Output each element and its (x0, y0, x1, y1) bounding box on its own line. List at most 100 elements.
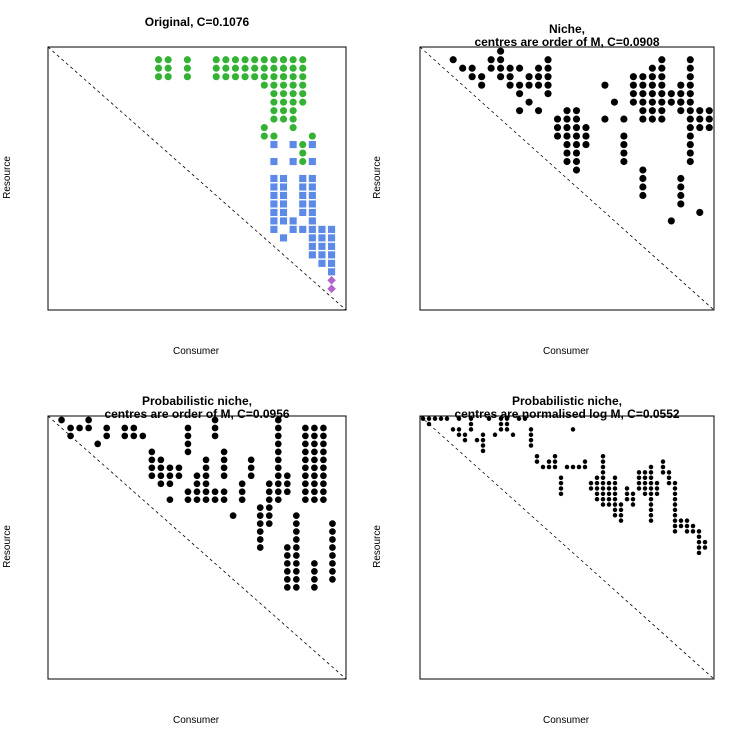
data-point (690, 523, 696, 529)
data-point (289, 81, 297, 89)
data-point (553, 124, 562, 132)
data-point (121, 424, 129, 432)
diagonal-line (47, 415, 347, 680)
plot-frame (47, 46, 347, 311)
data-point (696, 539, 702, 545)
data-point (279, 115, 288, 123)
data-point (299, 141, 307, 149)
data-point (478, 73, 486, 81)
x-axis-label: Consumer (173, 346, 220, 357)
data-point (666, 470, 672, 475)
data-point (534, 81, 543, 89)
data-point (564, 464, 570, 470)
data-point (658, 107, 666, 115)
data-point (231, 64, 240, 72)
data-point (594, 496, 600, 502)
data-point (299, 225, 307, 233)
data-point (639, 166, 647, 174)
data-point (506, 81, 514, 89)
data-point (639, 115, 647, 123)
data-point (299, 56, 307, 64)
data-point (256, 528, 264, 535)
data-point (677, 90, 685, 98)
data-point (456, 427, 462, 432)
data-point (327, 276, 336, 285)
data-point (534, 107, 543, 115)
data-point (274, 472, 282, 480)
panel-title-prob-order: Probabilistic niche, centres are order o… (12, 382, 382, 421)
data-point (283, 560, 291, 567)
data-point (612, 475, 618, 480)
data-point (193, 480, 201, 488)
data-point (601, 115, 609, 123)
data-point (588, 480, 594, 486)
data-point (270, 98, 278, 106)
panel-original (47, 46, 347, 311)
data-point (289, 157, 297, 166)
data-point (328, 268, 336, 276)
data-point (247, 464, 255, 472)
data-point (639, 174, 647, 183)
data-point (497, 47, 505, 55)
data-point (642, 470, 648, 475)
data-point (103, 432, 111, 440)
data-point (130, 424, 138, 432)
data-point (260, 64, 268, 72)
data-point (320, 456, 327, 464)
data-point (328, 225, 336, 233)
data-point (270, 73, 278, 81)
data-point (184, 496, 192, 504)
data-point (487, 56, 495, 64)
data-point (462, 437, 468, 443)
data-point (311, 464, 318, 472)
data-point (302, 488, 309, 496)
data-point (620, 132, 628, 140)
data-point (600, 480, 606, 486)
data-point (308, 208, 316, 216)
data-point (299, 174, 307, 183)
data-point (299, 73, 307, 81)
data-point (648, 90, 656, 98)
data-point (618, 518, 624, 523)
data-point (320, 432, 327, 440)
data-point (696, 208, 704, 216)
data-point (302, 440, 309, 448)
data-point (648, 115, 656, 123)
data-point (308, 191, 316, 200)
data-point (696, 529, 702, 534)
data-point (220, 448, 228, 456)
data-point (600, 491, 606, 497)
data-point (256, 544, 264, 551)
data-point (292, 536, 300, 543)
data-point (279, 98, 288, 106)
data-point (193, 488, 201, 496)
data-point (468, 416, 474, 421)
data-point (639, 183, 647, 191)
data-point (220, 456, 228, 464)
y-axis-label: Resource (371, 525, 383, 568)
data-point (320, 488, 327, 496)
data-point (289, 124, 297, 132)
data-point (546, 464, 552, 470)
data-point (328, 251, 336, 259)
data-point (658, 73, 666, 81)
data-point (328, 259, 336, 267)
y-axis-label: Resource (1, 156, 13, 199)
data-point (525, 73, 533, 81)
data-point (678, 518, 684, 523)
data-point (274, 496, 282, 504)
data-point (270, 141, 278, 149)
data-point (328, 234, 336, 242)
data-point (139, 432, 147, 440)
data-point (220, 488, 228, 496)
data-point (654, 486, 660, 491)
data-point (696, 107, 704, 115)
data-point (658, 64, 666, 72)
data-point (648, 518, 654, 523)
title-text: Probabilistic niche, centres are normali… (454, 394, 680, 421)
data-point (498, 421, 504, 427)
data-point (241, 64, 249, 72)
data-point (639, 73, 647, 81)
data-point (648, 73, 656, 81)
data-point (251, 56, 259, 64)
